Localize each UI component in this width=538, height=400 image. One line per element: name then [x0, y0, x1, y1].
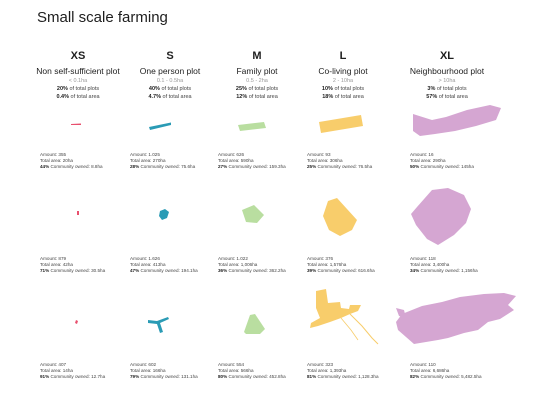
plot-outline: [413, 105, 501, 136]
size-label: M: [252, 50, 262, 62]
plot-type-name: One person plot: [139, 66, 201, 76]
stats-xl-1: Amount: 16 Total area: 290ha 50% Communi…: [410, 152, 474, 169]
plot-shape-s-1: [149, 122, 171, 130]
stats-xs-3: Amount: 407 Total area: 14ha 91% Communi…: [40, 362, 106, 379]
size-range: 0.1 - 0.5ha: [156, 78, 184, 84]
size-range: 0.5 - 2ha: [246, 78, 268, 84]
plot-outline: [149, 122, 171, 130]
column-header-l: L Co-living plot 2 - 10ha 10% of total p…: [290, 50, 396, 101]
stats-m-2: Amount: 1.022 Total area: 1,006ha 36% Co…: [218, 256, 286, 273]
column-header-s: S One person plot 0.1 - 0.5ha 40% of tot…: [117, 50, 223, 101]
plot-outline: [71, 123, 81, 125]
plot-outline: [411, 188, 471, 245]
column-header-xs: XS Non self-sufficient plot < 0.1ha 20% …: [25, 50, 131, 101]
size-label: S: [166, 50, 174, 62]
column-header-xl: XL Neighbourhood plot > 10ha 3% of total…: [394, 50, 500, 101]
plot-outline: [396, 308, 406, 318]
stats-xl-3: Amount: 110 Total area: 6,686ha 82% Comm…: [410, 362, 482, 379]
stats-l-1: Amount: 93 Total area: 306ha 25% Communi…: [307, 152, 373, 169]
plot-shape-xs-1: [71, 123, 81, 125]
stats-m-1: Amount: 626 Total area: 590ha 27% Commun…: [218, 152, 286, 169]
page-title: Small scale farming: [37, 9, 168, 26]
plot-shape-xl-3: [396, 293, 516, 344]
size-range: > 10ha: [438, 78, 456, 84]
plot-outline: [148, 317, 169, 333]
pct-plots: 3% of total plots: [427, 86, 467, 92]
plot-shape-l-1: [319, 115, 363, 133]
stats-m-3: Amount: 554 Total area: 566ha 80% Commun…: [218, 362, 286, 379]
size-range: 2 - 10ha: [332, 78, 354, 84]
plot-type-name: Neighbourhood plot: [409, 66, 485, 76]
stats-l-3: Amount: 323 Total area: 1,393ha 81% Comm…: [307, 362, 379, 379]
plot-shape-s-2: [159, 209, 169, 220]
plot-type-name: Co-living plot: [318, 66, 368, 76]
stats-xs-1: Amount: 355 Total area: 20ha 44% Communi…: [40, 152, 103, 169]
pct-area: 57% of total area: [426, 94, 468, 100]
stats-s-3: Amount: 602 Total area: 166ha 79% Commun…: [130, 362, 198, 379]
plot-type-name: Family plot: [236, 66, 278, 76]
plot-shape-xl-2: [411, 188, 471, 245]
pct-plots: 20% of total plots: [56, 86, 100, 92]
plot-shape-m-3: [244, 314, 265, 334]
plot-shape-m-2: [242, 205, 264, 223]
column-header-m: M Family plot 0.5 - 2ha 25% of total plo…: [204, 50, 310, 101]
plot-outline: [238, 122, 266, 131]
pct-plots: 25% of total plots: [235, 86, 279, 92]
size-label: L: [339, 50, 347, 62]
stats-xl-2: Amount: 118 Total area: 3,400ha 34% Comm…: [410, 256, 478, 273]
plot-outline: [323, 198, 357, 236]
plot-outline: [242, 205, 264, 223]
plot-outline: [77, 211, 79, 215]
plot-outline: [75, 320, 78, 324]
pct-plots: 40% of total plots: [148, 86, 192, 92]
plot-type-name: Non self-sufficient plot: [36, 66, 120, 76]
plot-outline: [349, 313, 379, 345]
size-label: XS: [70, 50, 86, 62]
stats-s-2: Amount: 1.626 Total area: 413ha 47% Comm…: [130, 256, 198, 273]
plot-outline: [310, 289, 361, 328]
stats-s-1: Amount: 1.025 Total area: 270ha 28% Comm…: [130, 152, 196, 169]
plot-outline: [396, 293, 516, 344]
size-range: < 0.1ha: [68, 78, 88, 84]
plot-outline: [340, 317, 359, 341]
plot-shape-xs-2: [77, 211, 79, 215]
plot-shape-xs-3: [75, 320, 78, 324]
plot-outline: [319, 115, 363, 133]
pct-area: 0.4% of total area: [56, 94, 100, 100]
plot-shape-l-2: [323, 198, 357, 236]
pct-area: 4.7% of total area: [148, 94, 192, 100]
plot-shape-l-3: [310, 289, 379, 345]
stats-l-2: Amount: 376 Total area: 1,576ha 39% Comm…: [307, 256, 375, 273]
plot-outline: [159, 209, 169, 220]
stats-xs-2: Amount: 879 Total area: 42ha 71% Communi…: [40, 256, 106, 273]
plot-outline: [244, 314, 265, 334]
pct-plots: 10% of total plots: [321, 86, 365, 92]
plot-shape-xl-1: [413, 105, 501, 136]
plot-shape-s-3: [148, 317, 169, 333]
plot-shape-m-1: [238, 122, 266, 131]
pct-area: 12% of total area: [236, 94, 278, 100]
size-label: XL: [439, 50, 455, 62]
pct-area: 18% of total area: [322, 94, 364, 100]
